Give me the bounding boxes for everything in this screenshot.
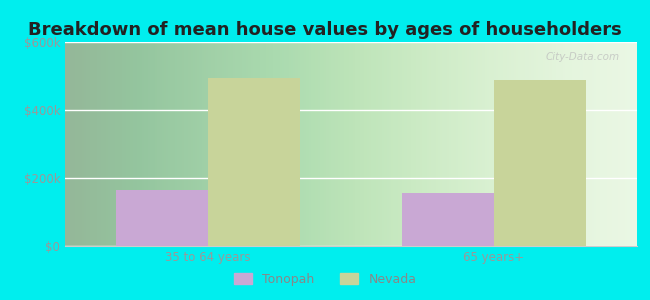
Bar <box>402 193 494 246</box>
Bar <box>116 190 208 246</box>
Legend: Tonopah, Nevada: Tonopah, Nevada <box>229 268 421 291</box>
Text: Breakdown of mean house values by ages of householders: Breakdown of mean house values by ages o… <box>28 21 622 39</box>
Bar <box>208 78 300 246</box>
Text: City-Data.com: City-Data.com <box>546 52 620 62</box>
Bar <box>494 80 586 246</box>
